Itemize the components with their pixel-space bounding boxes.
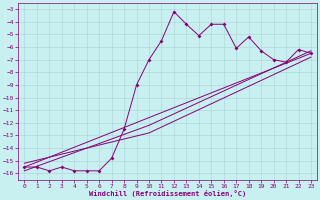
X-axis label: Windchill (Refroidissement éolien,°C): Windchill (Refroidissement éolien,°C): [89, 190, 246, 197]
